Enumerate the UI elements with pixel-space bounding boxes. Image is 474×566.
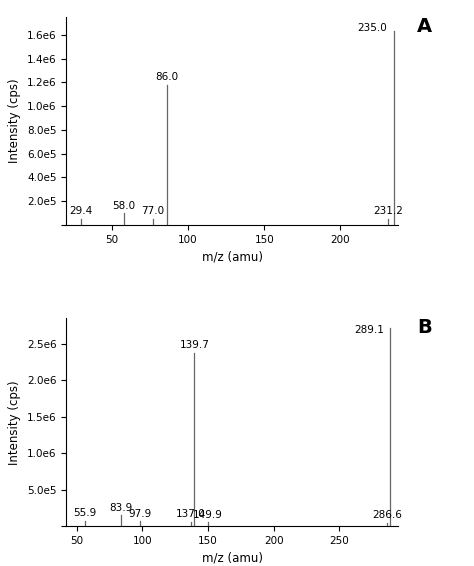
Y-axis label: Intensity (cps): Intensity (cps) bbox=[9, 380, 21, 465]
Text: 231.2: 231.2 bbox=[373, 207, 403, 216]
Text: 83.9: 83.9 bbox=[109, 503, 133, 513]
X-axis label: m/z (amu): m/z (amu) bbox=[202, 552, 263, 565]
Text: 286.6: 286.6 bbox=[372, 510, 402, 520]
Text: 289.1: 289.1 bbox=[354, 325, 384, 335]
Text: 29.4: 29.4 bbox=[69, 207, 92, 216]
Text: A: A bbox=[417, 17, 432, 36]
Text: 97.9: 97.9 bbox=[128, 509, 151, 519]
X-axis label: m/z (amu): m/z (amu) bbox=[202, 250, 263, 263]
Text: 149.9: 149.9 bbox=[193, 509, 223, 520]
Text: 235.0: 235.0 bbox=[357, 23, 387, 33]
Y-axis label: Intensity (cps): Intensity (cps) bbox=[9, 79, 21, 163]
Text: 77.0: 77.0 bbox=[142, 207, 164, 216]
Text: B: B bbox=[417, 319, 432, 337]
Text: 139.7: 139.7 bbox=[180, 340, 210, 350]
Text: 137.0: 137.0 bbox=[176, 509, 206, 519]
Text: 55.9: 55.9 bbox=[73, 508, 96, 518]
Text: 86.0: 86.0 bbox=[155, 72, 178, 82]
Text: 58.0: 58.0 bbox=[113, 200, 136, 211]
